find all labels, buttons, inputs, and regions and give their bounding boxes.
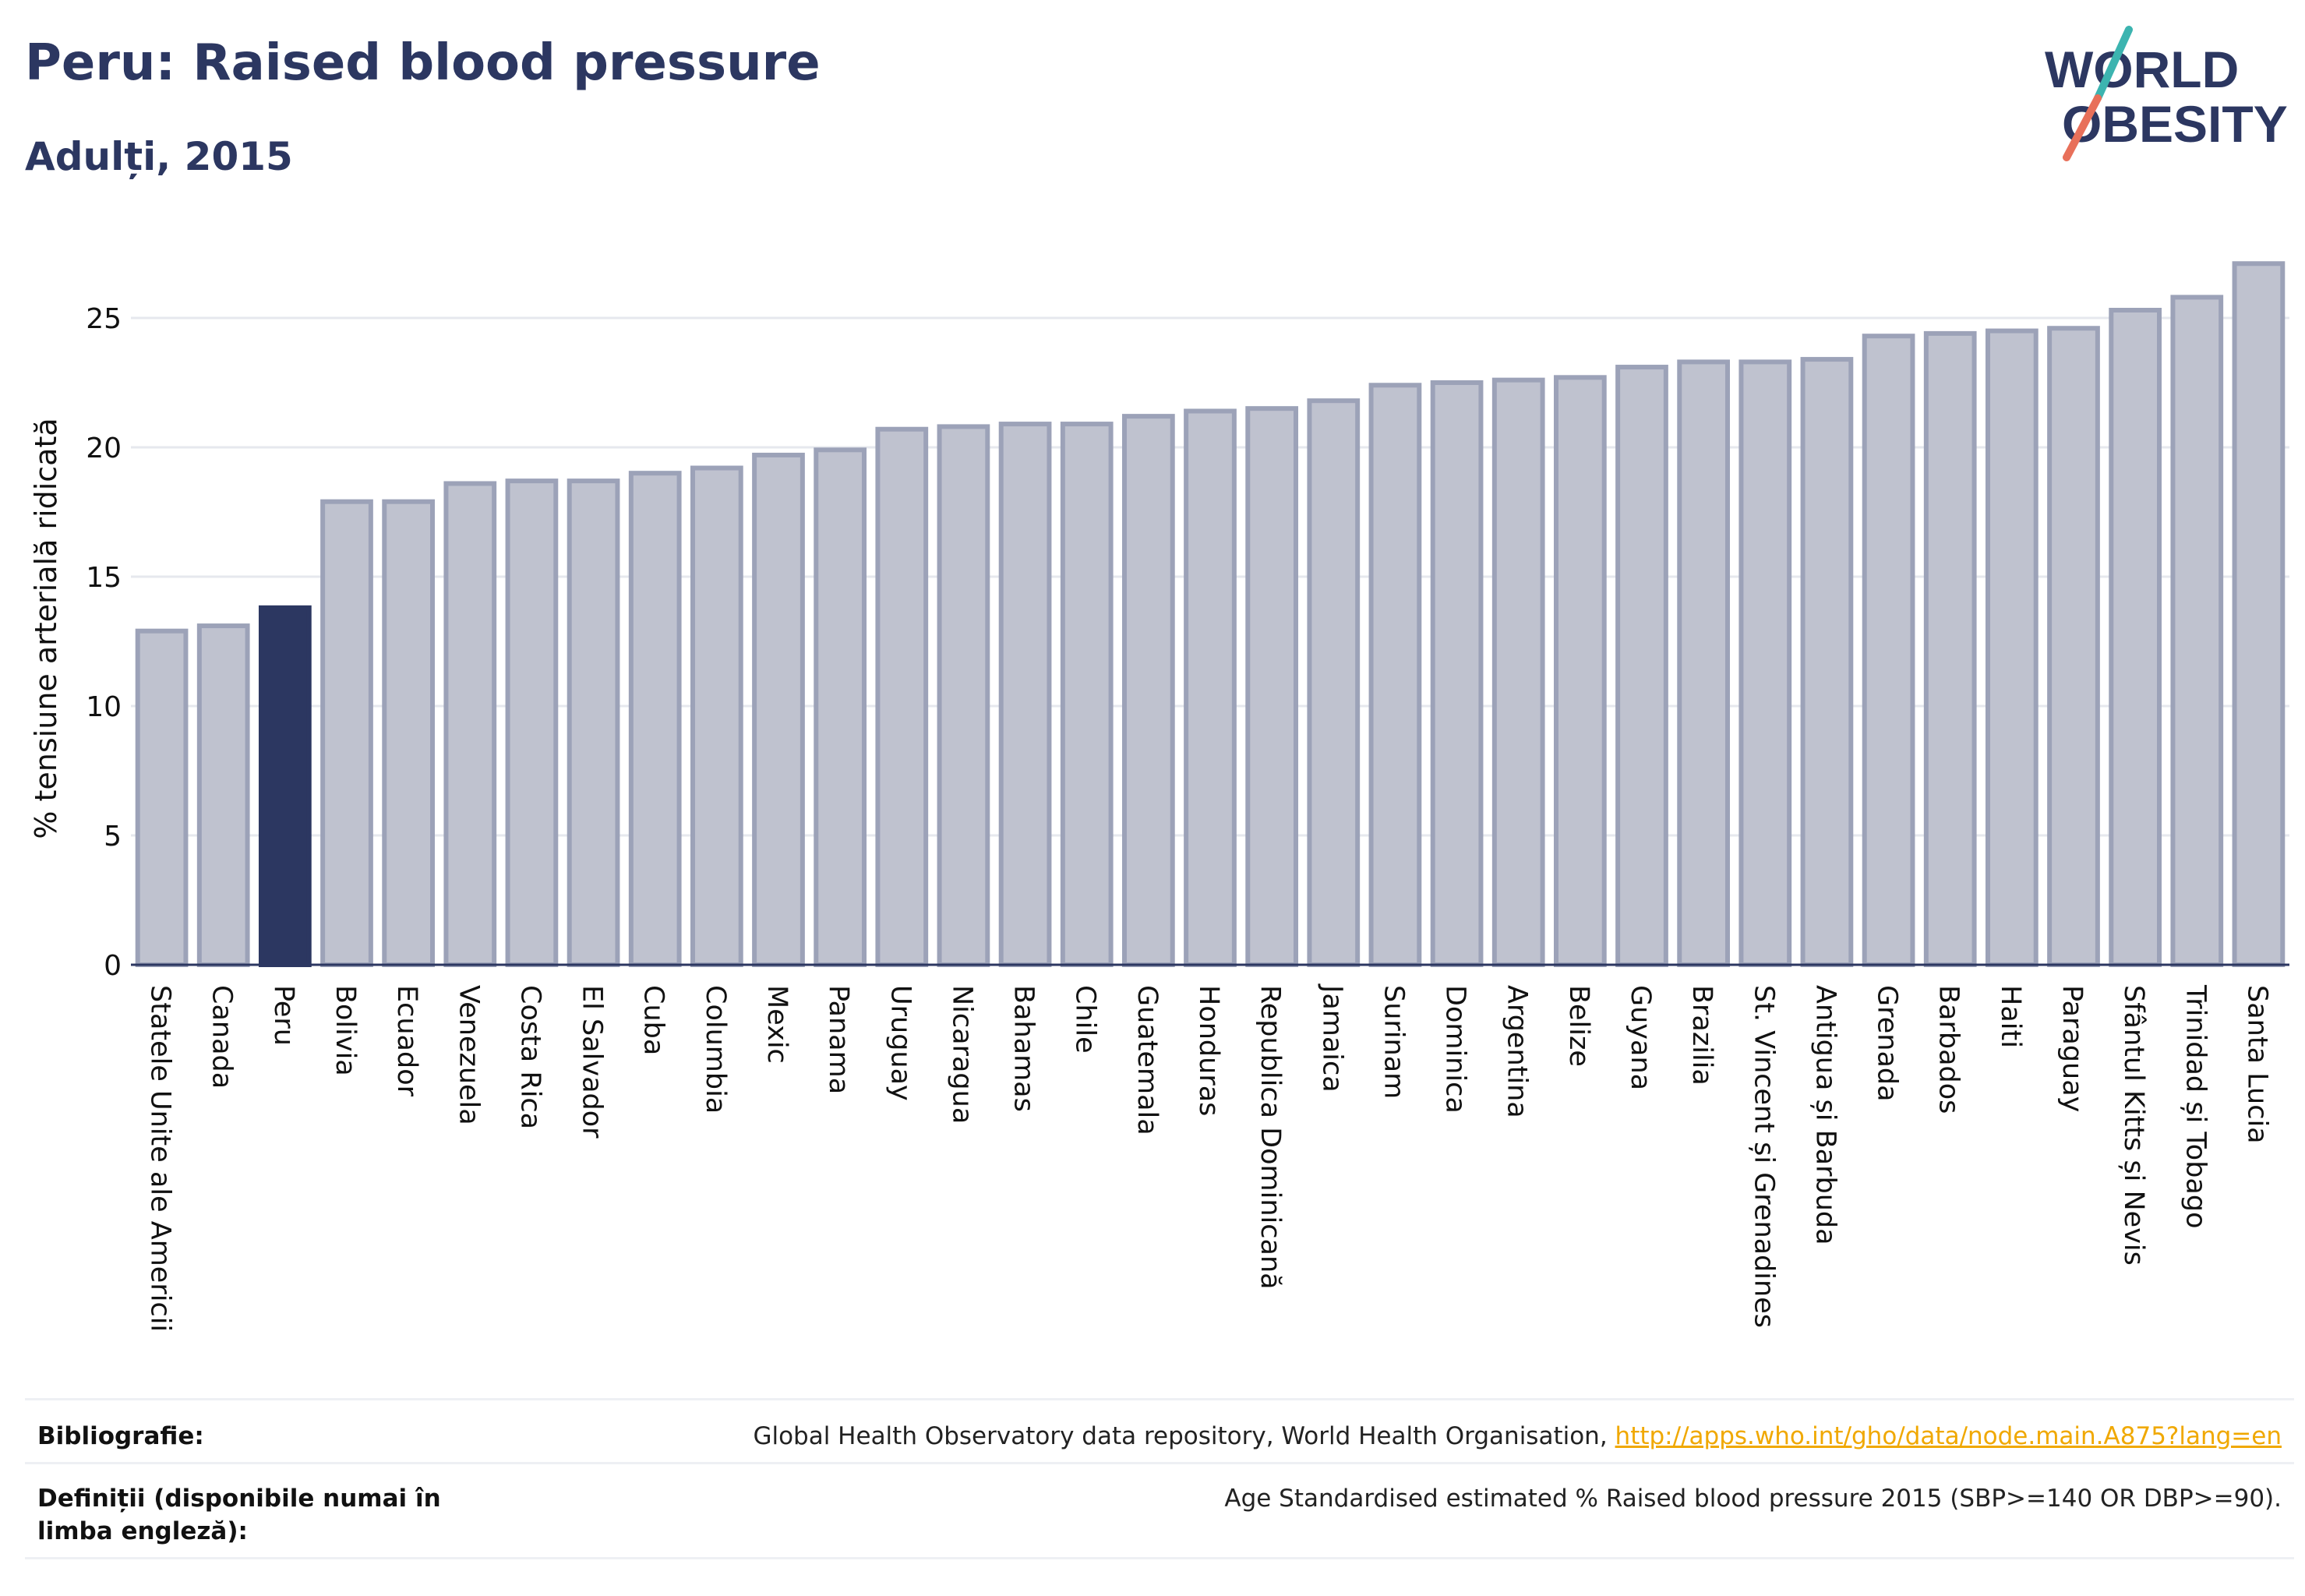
x-tick-label: Belize	[1563, 985, 1594, 1067]
bar[interactable]	[2047, 326, 2100, 967]
x-tick-label: Guatemala	[1131, 985, 1163, 1135]
y-tick-label: 20	[86, 433, 122, 464]
bar[interactable]	[135, 628, 189, 967]
bar[interactable]	[1738, 359, 1792, 967]
x-tick-label: Panama	[823, 985, 854, 1094]
bar[interactable]	[1307, 398, 1361, 967]
x-tick-label: Brazilia	[1686, 985, 1717, 1086]
bar[interactable]	[1862, 334, 1915, 968]
x-tick-label: Dominica	[1440, 985, 1471, 1114]
x-tick-label: Republica Dominicană	[1255, 985, 1286, 1290]
bar[interactable]	[382, 499, 436, 967]
x-tick-label: Haiti	[1995, 985, 2026, 1048]
bar[interactable]	[1430, 380, 1484, 967]
bar[interactable]	[1060, 422, 1114, 967]
y-tick-label: 10	[86, 691, 122, 723]
x-tick-label: St. Vincent și Grenadines	[1748, 985, 1779, 1328]
y-tick-label: 0	[104, 950, 122, 982]
x-tick-label: Honduras	[1193, 985, 1224, 1116]
x-tick-label: Ecuador	[391, 985, 422, 1097]
bar[interactable]	[2170, 295, 2224, 967]
bar[interactable]	[1923, 330, 1977, 967]
logo-slash-bottom	[2063, 94, 2102, 161]
bar[interactable]	[814, 447, 867, 967]
bar[interactable]	[1800, 357, 1854, 968]
footer-divider-middle	[25, 1462, 2294, 1464]
bibliography-value: Global Health Observatory data repositor…	[753, 1420, 2282, 1453]
bar[interactable]	[2109, 308, 2162, 967]
x-axis-ticks: Statele Unite ale Americii Canada Peru Boli…	[145, 983, 2273, 1332]
bar[interactable]	[875, 426, 929, 967]
y-axis-label: % tensiune arterială ridicată	[29, 418, 63, 839]
bar[interactable]	[690, 465, 743, 967]
footer-divider-bottom	[25, 1557, 2294, 1559]
x-tick-label: Venezuela	[453, 985, 484, 1125]
footer-divider-top	[25, 1398, 2294, 1400]
y-tick-label: 15	[86, 562, 122, 594]
x-tick-label: Argentina	[1502, 985, 1533, 1118]
x-tick-label: Bahamas	[1008, 985, 1040, 1112]
x-tick-label: Guyana	[1625, 985, 1656, 1090]
bar[interactable]	[937, 424, 990, 967]
bars	[135, 261, 2286, 968]
chart-subtitle: Adulți, 2015	[25, 134, 293, 179]
x-tick-label: Uruguay	[884, 985, 916, 1101]
y-axis-ticks: 0 5 10 15 20 25	[86, 303, 122, 982]
bar[interactable]	[1553, 375, 1607, 967]
definitions-text: Age Standardised estimated % Raised bloo…	[1224, 1485, 2282, 1513]
bibliography-text: Global Health Observatory data repositor…	[753, 1422, 1615, 1450]
bar[interactable]	[443, 481, 497, 967]
bar[interactable]	[1121, 414, 1175, 967]
logo-line-2: OBESITY	[2062, 95, 2288, 153]
x-tick-label: Paraguay	[2056, 985, 2088, 1112]
x-tick-label: Costa Rica	[514, 985, 545, 1129]
x-tick-label: Canada	[206, 985, 238, 1089]
bar[interactable]	[1677, 359, 1731, 967]
bar[interactable]	[1491, 377, 1545, 968]
y-tick-label: 25	[86, 303, 122, 335]
bar[interactable]	[196, 623, 250, 967]
x-tick-label: Sfântul Kitts și Nevis	[2118, 985, 2149, 1266]
bibliography-link[interactable]: http://apps.who.int/gho/data/node.main.A…	[1615, 1422, 2282, 1450]
bibliography-label: Bibliografie:	[37, 1422, 204, 1450]
bar[interactable]	[1184, 408, 1237, 967]
chart-title: Peru: Raised blood pressure	[25, 34, 821, 92]
x-tick-label: Columbia	[700, 985, 731, 1114]
x-tick-label: Santa Lucia	[2241, 985, 2272, 1144]
bar-chart: 0 5 10 15 20 25 Statele Unite ale Americii Can…	[29, 261, 2289, 1332]
bar[interactable]	[1985, 328, 2038, 967]
x-tick-label: Surinam	[1378, 985, 1409, 1099]
logo-slash-top	[2094, 26, 2133, 102]
bar[interactable]	[1615, 365, 1668, 967]
x-tick-label: Barbados	[1933, 985, 1964, 1114]
bar[interactable]	[567, 478, 620, 967]
logo-line-1: WORLD	[2045, 41, 2239, 98]
bar[interactable]	[505, 478, 559, 967]
x-tick-label: Mexic	[761, 985, 792, 1064]
bar[interactable]	[1245, 406, 1299, 967]
x-tick-label: Trinidad și Tobago	[2180, 984, 2211, 1229]
bar-highlight[interactable]	[258, 605, 312, 967]
bar[interactable]	[628, 471, 682, 967]
x-tick-label: Peru	[268, 985, 299, 1046]
bar[interactable]	[752, 452, 805, 967]
definitions-label: Definiții (disponibile numai în limba en…	[37, 1485, 441, 1545]
y-tick-label: 5	[104, 821, 122, 853]
bar[interactable]	[1368, 383, 1422, 967]
x-tick-label: Statele Unite ale Americii	[145, 985, 176, 1332]
x-tick-label: El Salvador	[577, 985, 608, 1139]
x-tick-label: Grenada	[1872, 985, 1903, 1102]
x-tick-label: Bolivia	[330, 985, 361, 1076]
x-tick-label: Jamaica	[1316, 983, 1347, 1093]
bar[interactable]	[998, 422, 1052, 967]
bar[interactable]	[320, 499, 373, 967]
bar[interactable]	[2232, 261, 2286, 967]
x-tick-label: Cuba	[638, 985, 669, 1055]
x-tick-label: Chile	[1070, 985, 1101, 1054]
x-tick-label: Nicaragua	[946, 985, 977, 1124]
world-obesity-logo: WORLD OBESITY	[2045, 26, 2288, 161]
x-tick-label: Antigua și Barbuda	[1809, 985, 1841, 1245]
